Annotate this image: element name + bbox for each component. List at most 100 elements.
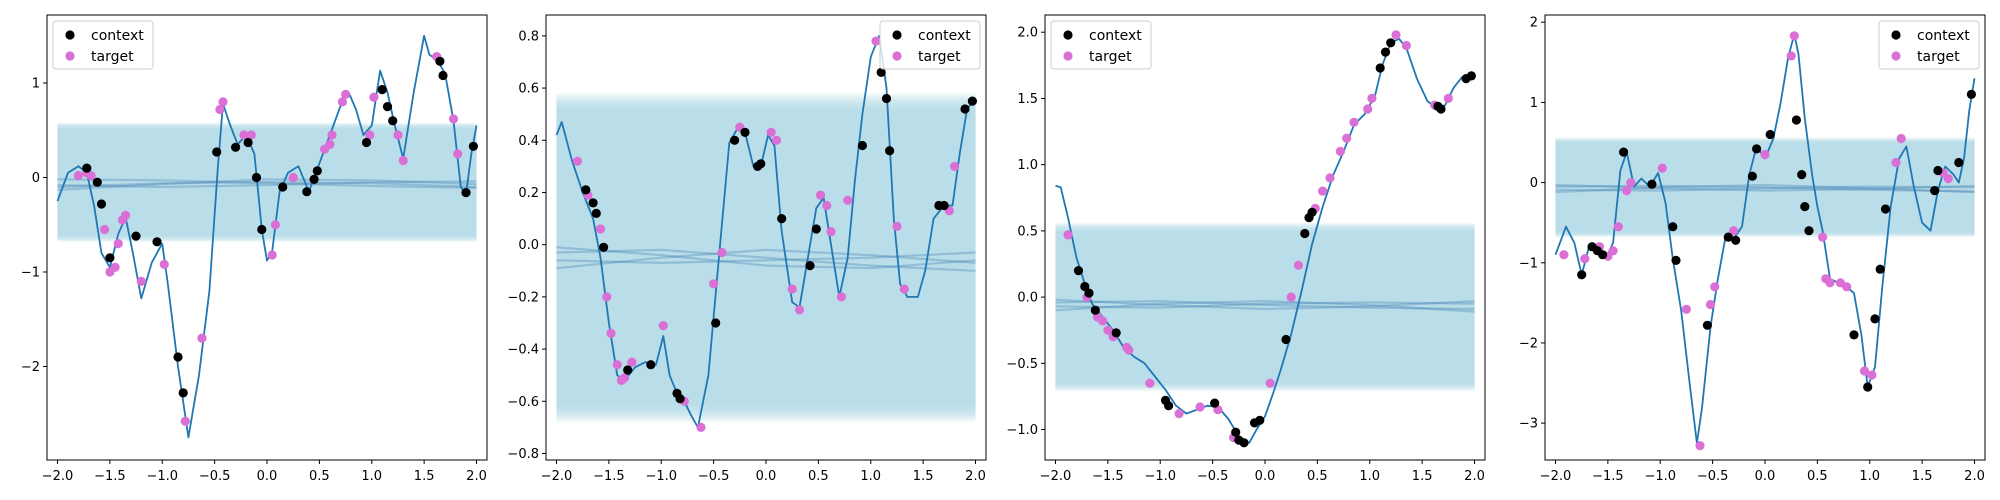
context-point xyxy=(599,242,609,252)
uncertainty-band-layer xyxy=(556,98,976,417)
uncertainty-band-layer xyxy=(57,124,477,241)
y-tick-label: −1 xyxy=(1519,256,1538,271)
context-point xyxy=(885,146,895,156)
target-point xyxy=(393,130,403,140)
uncertainty-band-layer xyxy=(1055,231,1475,383)
target-legend-marker xyxy=(1063,51,1073,61)
x-tick-label: 0.5 xyxy=(1307,469,1328,484)
mean-line xyxy=(57,178,477,191)
context-point xyxy=(1870,314,1880,324)
context-point xyxy=(740,127,750,137)
target-point xyxy=(696,422,706,432)
context-legend-label: context xyxy=(1089,28,1142,44)
context-legend-label: context xyxy=(91,28,144,44)
x-tick-label: 1.0 xyxy=(1859,469,1880,484)
x-tick-label: −2.0 xyxy=(1040,469,1072,484)
y-tick-label: 0 xyxy=(1530,176,1538,191)
context-point xyxy=(377,85,387,95)
target-point xyxy=(627,357,637,367)
context-point xyxy=(178,388,188,398)
x-tick-label: 1.5 xyxy=(1912,469,1933,484)
target-point xyxy=(1825,278,1835,288)
target-point xyxy=(1681,304,1691,314)
target-point xyxy=(843,195,853,205)
target-point xyxy=(1342,133,1352,143)
target-point xyxy=(325,139,335,149)
x-tick-label: 1.5 xyxy=(414,469,435,484)
target-point xyxy=(1710,282,1720,292)
y-tick-label: 0 xyxy=(32,171,40,186)
target-point xyxy=(1622,186,1632,196)
target-point xyxy=(794,305,805,315)
target-legend-marker xyxy=(892,51,902,61)
x-tick-label: 0.5 xyxy=(808,469,829,484)
context-point xyxy=(131,231,141,241)
target-point xyxy=(1729,226,1739,236)
target-point xyxy=(448,114,459,124)
target-point xyxy=(1943,174,1953,184)
target-point xyxy=(1760,149,1770,160)
target-point xyxy=(787,284,797,294)
target-point xyxy=(1098,316,1108,326)
context-point xyxy=(302,187,312,197)
target-point xyxy=(606,328,616,338)
target-legend-label: target xyxy=(1089,49,1132,65)
mean-line xyxy=(1055,301,1475,309)
target-point xyxy=(1559,250,1569,260)
target-point xyxy=(717,247,727,258)
mean-line xyxy=(57,181,477,189)
context-point xyxy=(623,365,633,375)
context-point xyxy=(1598,250,1608,260)
target-legend-label: target xyxy=(918,49,961,65)
context-point xyxy=(312,166,322,176)
x-tick-label: −0.5 xyxy=(199,469,231,484)
target-point xyxy=(1293,260,1304,270)
target-point xyxy=(1789,31,1799,41)
x-tick-label: −2.0 xyxy=(541,469,573,484)
target-point xyxy=(1786,51,1796,61)
context-point xyxy=(1800,202,1810,212)
x-tick-label: 2.0 xyxy=(1464,469,1485,484)
uncertainty-band-layer xyxy=(556,106,976,410)
context-point xyxy=(1880,204,1891,214)
y-tick-label: −1.0 xyxy=(1006,423,1038,438)
context-point xyxy=(257,224,267,235)
target-point xyxy=(1174,409,1184,419)
x-tick-label: 1.0 xyxy=(860,469,881,484)
y-tick-label: 2 xyxy=(1530,16,1538,31)
x-tick-label: 0.5 xyxy=(309,469,330,484)
target-point xyxy=(1859,366,1870,376)
legend-box xyxy=(879,20,981,70)
target-point xyxy=(121,210,131,220)
context-point xyxy=(1231,427,1241,437)
target-point xyxy=(218,97,228,107)
y-tick-label: 0.0 xyxy=(518,238,539,253)
context-point xyxy=(461,188,471,198)
x-tick-label: 2.0 xyxy=(1964,469,1985,484)
x-tick-label: −1.5 xyxy=(1092,469,1124,484)
context-point xyxy=(382,102,393,112)
target-legend-label: target xyxy=(91,49,134,65)
uncertainty-band-layer xyxy=(556,100,976,415)
context-point xyxy=(1080,281,1090,292)
target-point xyxy=(1063,230,1073,240)
context-point xyxy=(960,104,970,114)
context-point xyxy=(152,237,162,247)
context-point xyxy=(967,96,978,106)
mean-line xyxy=(1055,298,1475,311)
uncertainty-band-layer xyxy=(1055,230,1475,384)
context-point xyxy=(1210,398,1220,408)
target-point xyxy=(110,262,120,272)
target-point xyxy=(100,224,110,235)
context-legend-marker xyxy=(65,30,75,40)
y-tick-label: −1 xyxy=(21,265,40,280)
uncertainty-band-layer xyxy=(556,110,976,406)
target-point xyxy=(1896,133,1906,144)
context-point xyxy=(82,163,92,173)
mean-line xyxy=(57,178,477,189)
target-point xyxy=(602,292,612,302)
context-point xyxy=(251,172,262,183)
y-tick-label: −0.8 xyxy=(507,447,539,462)
target-point xyxy=(73,171,83,181)
uncertainty-band-layer xyxy=(556,104,976,411)
